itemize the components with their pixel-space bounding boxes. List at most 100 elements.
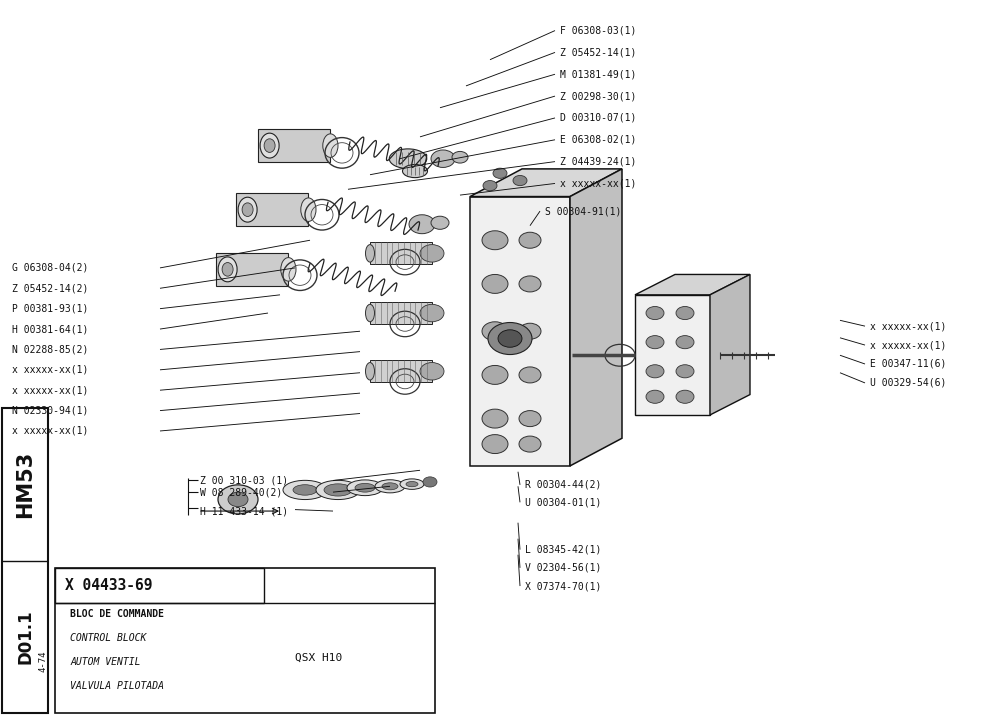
Text: D 00310-07(1): D 00310-07(1) bbox=[560, 113, 636, 123]
Text: Z 00298-30(1): Z 00298-30(1) bbox=[560, 91, 636, 101]
Polygon shape bbox=[370, 360, 432, 382]
Ellipse shape bbox=[301, 198, 316, 221]
Text: Z 05452-14(2): Z 05452-14(2) bbox=[12, 283, 88, 293]
Circle shape bbox=[519, 323, 541, 339]
Circle shape bbox=[676, 390, 694, 403]
Text: X 04433-69: X 04433-69 bbox=[65, 578, 152, 593]
Text: L 08345-42(1): L 08345-42(1) bbox=[525, 545, 601, 555]
Text: M 01381-49(1): M 01381-49(1) bbox=[560, 69, 636, 79]
Circle shape bbox=[519, 436, 541, 452]
Text: x xxxxx-xx(1): x xxxxx-xx(1) bbox=[560, 178, 636, 189]
Circle shape bbox=[646, 306, 664, 320]
Circle shape bbox=[482, 231, 508, 250]
Ellipse shape bbox=[366, 245, 374, 262]
Text: D01.1: D01.1 bbox=[16, 609, 34, 665]
Text: x xxxxx-xx(1): x xxxxx-xx(1) bbox=[12, 385, 88, 395]
Circle shape bbox=[452, 151, 468, 163]
Text: H 00381-64(1): H 00381-64(1) bbox=[12, 324, 88, 334]
Circle shape bbox=[646, 390, 664, 403]
Circle shape bbox=[409, 215, 435, 234]
Circle shape bbox=[483, 181, 497, 191]
Circle shape bbox=[676, 365, 694, 378]
Circle shape bbox=[482, 365, 508, 384]
Circle shape bbox=[493, 168, 507, 178]
Text: H 11 433-14 (1): H 11 433-14 (1) bbox=[200, 506, 288, 516]
Ellipse shape bbox=[366, 363, 374, 380]
Circle shape bbox=[482, 409, 508, 428]
Circle shape bbox=[482, 435, 508, 454]
Circle shape bbox=[498, 330, 522, 347]
Text: V 02304-56(1): V 02304-56(1) bbox=[525, 563, 601, 573]
Ellipse shape bbox=[324, 484, 352, 496]
Text: x xxxxx-xx(1): x xxxxx-xx(1) bbox=[870, 321, 946, 331]
Circle shape bbox=[676, 306, 694, 320]
Ellipse shape bbox=[238, 197, 257, 222]
Circle shape bbox=[420, 245, 444, 262]
Polygon shape bbox=[236, 193, 308, 226]
Text: AUTOM VENTIL: AUTOM VENTIL bbox=[70, 657, 140, 667]
Text: x xxxxx-xx(1): x xxxxx-xx(1) bbox=[870, 340, 946, 350]
Text: F 06308-03(1): F 06308-03(1) bbox=[560, 25, 636, 36]
Ellipse shape bbox=[222, 263, 233, 276]
Text: x xxxxx-xx(1): x xxxxx-xx(1) bbox=[12, 365, 88, 375]
Polygon shape bbox=[370, 302, 432, 324]
Circle shape bbox=[519, 232, 541, 248]
Circle shape bbox=[519, 276, 541, 292]
Ellipse shape bbox=[264, 139, 275, 152]
Bar bbox=[55, 568, 435, 713]
Text: U 00329-54(6): U 00329-54(6) bbox=[870, 378, 946, 388]
Text: U 00304-01(1): U 00304-01(1) bbox=[525, 497, 601, 507]
Ellipse shape bbox=[389, 149, 427, 168]
Text: QSX H10: QSX H10 bbox=[295, 652, 342, 662]
Ellipse shape bbox=[382, 483, 398, 490]
Ellipse shape bbox=[293, 485, 317, 495]
Text: VALVULA PILOTADA: VALVULA PILOTADA bbox=[70, 681, 164, 691]
Polygon shape bbox=[370, 242, 432, 264]
Circle shape bbox=[519, 367, 541, 383]
Ellipse shape bbox=[218, 257, 237, 282]
Text: Z 04439-24(1): Z 04439-24(1) bbox=[560, 157, 636, 167]
Polygon shape bbox=[570, 169, 622, 466]
Ellipse shape bbox=[323, 134, 338, 157]
Ellipse shape bbox=[406, 481, 418, 487]
Circle shape bbox=[513, 175, 527, 186]
Circle shape bbox=[488, 323, 532, 355]
Circle shape bbox=[420, 363, 444, 380]
Text: S 00304-91(1): S 00304-91(1) bbox=[545, 206, 621, 216]
Ellipse shape bbox=[400, 479, 424, 489]
Text: x xxxxx-xx(1): x xxxxx-xx(1) bbox=[12, 426, 88, 436]
Text: N 02330-94(1): N 02330-94(1) bbox=[12, 405, 88, 416]
Circle shape bbox=[423, 477, 437, 487]
Ellipse shape bbox=[281, 258, 296, 281]
Text: HM53: HM53 bbox=[15, 451, 35, 518]
Circle shape bbox=[646, 336, 664, 349]
Text: Z 05452-14(1): Z 05452-14(1) bbox=[560, 47, 636, 58]
Ellipse shape bbox=[347, 480, 383, 496]
Bar bbox=[2, 408, 48, 713]
Ellipse shape bbox=[283, 480, 327, 499]
Text: X 07374-70(1): X 07374-70(1) bbox=[525, 581, 601, 591]
Text: 4-74: 4-74 bbox=[38, 650, 48, 672]
Polygon shape bbox=[470, 169, 622, 197]
Ellipse shape bbox=[316, 480, 360, 499]
Polygon shape bbox=[635, 274, 750, 295]
Text: CONTROL BLOCK: CONTROL BLOCK bbox=[70, 633, 146, 643]
Circle shape bbox=[431, 216, 449, 229]
Polygon shape bbox=[216, 253, 288, 286]
Circle shape bbox=[482, 322, 508, 341]
Polygon shape bbox=[258, 129, 330, 162]
Ellipse shape bbox=[366, 304, 374, 322]
Circle shape bbox=[431, 150, 455, 167]
Text: R 00304-44(2): R 00304-44(2) bbox=[525, 480, 601, 490]
Circle shape bbox=[676, 336, 694, 349]
Ellipse shape bbox=[402, 165, 428, 178]
Text: G 06308-04(2): G 06308-04(2) bbox=[12, 263, 88, 273]
Circle shape bbox=[519, 411, 541, 427]
Circle shape bbox=[420, 304, 444, 322]
Polygon shape bbox=[635, 295, 710, 415]
Bar bbox=[55, 568, 264, 603]
Ellipse shape bbox=[260, 133, 279, 158]
Polygon shape bbox=[470, 197, 570, 466]
Text: E 06308-02(1): E 06308-02(1) bbox=[560, 135, 636, 145]
Ellipse shape bbox=[355, 483, 375, 492]
